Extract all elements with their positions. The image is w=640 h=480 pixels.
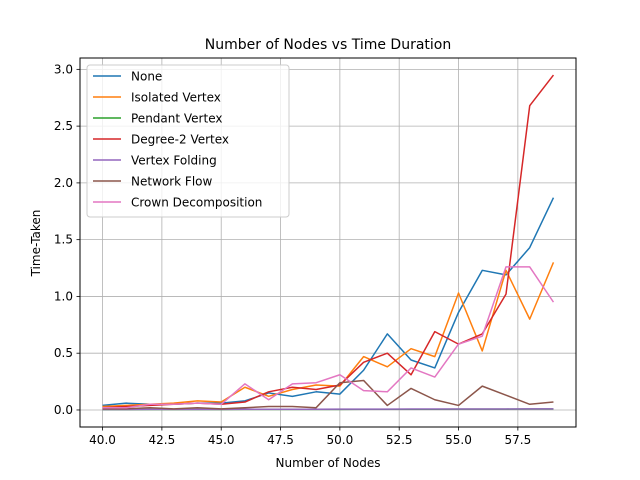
x-tick-label: 47.5 [267, 433, 294, 447]
chart-title: Number of Nodes vs Time Duration [205, 37, 451, 53]
x-axis: 40.0 42.5 45.0 47.5 50.0 52.5 55.0 57.5 [89, 427, 531, 447]
legend-label-degree-2-vertex: Degree-2 Vertex [131, 133, 229, 147]
legend-box [86, 64, 290, 218]
series-layer [102, 74, 555, 411]
legend-label-network-flow: Network Flow [131, 175, 212, 189]
y-tick-label: 2.5 [54, 119, 73, 133]
series-line-network-flow [102, 379, 554, 410]
x-tick-label: 55.0 [445, 433, 472, 447]
x-tick-label: 50.0 [327, 433, 354, 447]
legend-label-isolated-vertex: Isolated Vertex [131, 91, 221, 105]
y-tick-label: 1.5 [54, 233, 73, 247]
series-line-isolated-vertex [102, 262, 555, 408]
legend-label-none: None [131, 70, 162, 84]
x-axis-title: Number of Nodes [276, 456, 381, 470]
legend-label-vertex-folding: Vertex Folding [131, 154, 217, 168]
series-line-vertex-folding [102, 408, 554, 411]
y-tick-label: 1.0 [54, 289, 73, 303]
y-tick-label: 3.0 [54, 62, 73, 76]
x-tick-label: 40.0 [89, 433, 116, 447]
legend-label-crown-decomposition: Crown Decomposition [131, 196, 262, 210]
y-tick-label: 0.0 [54, 403, 73, 417]
x-tick-label: 42.5 [149, 433, 176, 447]
legend-label-pendant-vertex: Pendant Vertex [131, 112, 222, 126]
y-axis: 0.0 0.5 1.0 1.5 2.0 2.5 3.0 [54, 62, 80, 417]
y-tick-label: 0.5 [54, 346, 73, 360]
legend: None Isolated Vertex Pendant Vertex Degree-… [86, 64, 290, 218]
series-line-none [102, 197, 555, 407]
series-line-crown-decomposition [102, 266, 555, 409]
x-tick-label: 57.5 [504, 433, 531, 447]
x-tick-label: 45.0 [208, 433, 235, 447]
y-axis-title: Time-Taken [29, 210, 43, 278]
y-tick-label: 2.0 [54, 176, 73, 190]
x-tick-label: 52.5 [386, 433, 413, 447]
plot-frame [79, 57, 577, 428]
grid-lines [80, 58, 576, 427]
